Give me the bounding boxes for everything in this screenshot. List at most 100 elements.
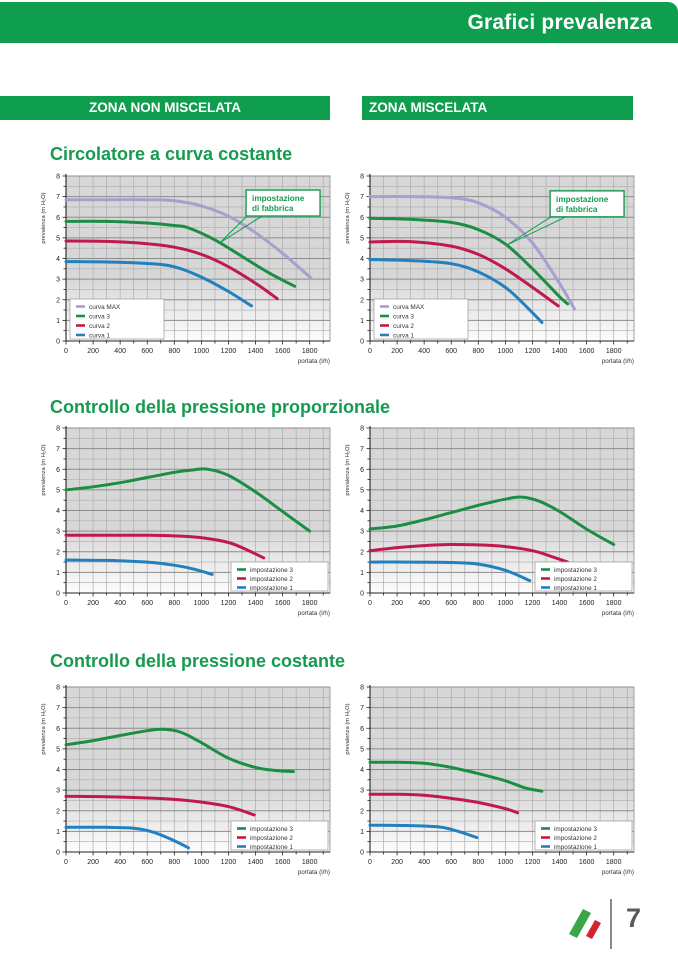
legend-label: curva 2 — [89, 323, 110, 330]
svg-text:1600: 1600 — [275, 348, 291, 355]
svg-text:1200: 1200 — [525, 348, 541, 355]
series-curves — [64, 198, 313, 308]
svg-text:1000: 1000 — [194, 600, 210, 607]
series-impostazione-3 — [64, 727, 295, 774]
page-title: Grafici prevalenza — [467, 11, 652, 34]
svg-text:8: 8 — [56, 174, 60, 181]
legend-label: impostazione 3 — [554, 826, 597, 833]
series-curva-1 — [368, 258, 544, 324]
svg-text:400: 400 — [114, 859, 126, 866]
chart-pressione-proporzionale-miscelata: 0 200 400 600 800 1000 1200 1400 1600 1800 0 1 2 3 4 5 6… — [342, 418, 644, 624]
legend-label: impostazione 3 — [250, 567, 293, 574]
legend: impostazione 3 impostazione 2 impostazione… — [230, 561, 329, 592]
svg-text:200: 200 — [87, 600, 99, 607]
svg-text:0: 0 — [360, 591, 364, 598]
svg-text:5: 5 — [56, 746, 60, 753]
series-curves — [64, 467, 312, 576]
svg-text:4: 4 — [360, 767, 364, 774]
svg-text:1400: 1400 — [248, 348, 264, 355]
series-curva-max — [368, 195, 576, 311]
svg-text:800: 800 — [168, 348, 180, 355]
svg-text:1: 1 — [360, 829, 364, 836]
svg-text:0: 0 — [64, 348, 68, 355]
svg-text:2: 2 — [56, 808, 60, 815]
series-impostazione-2 — [368, 792, 520, 815]
series-impostazione-3 — [368, 495, 616, 546]
series-impostazione-1 — [368, 823, 479, 840]
axes: 0 200 400 600 800 1000 1200 1400 1600 1800 0 1 2 3 4 5 6… — [56, 174, 330, 355]
svg-text:1400: 1400 — [552, 348, 568, 355]
legend-label: impostazione 1 — [250, 585, 293, 592]
svg-text:1200: 1200 — [221, 859, 237, 866]
chart-pressione-proporzionale-non-miscelata: 0 200 400 600 800 1000 1200 1400 1600 1800 0 1 2 3 4 5 6… — [38, 418, 340, 624]
svg-text:1800: 1800 — [302, 600, 318, 607]
svg-text:6: 6 — [360, 215, 364, 222]
legend: curva MAX curva 3 curva 2 curva 1 — [69, 298, 165, 340]
svg-text:2: 2 — [56, 297, 60, 304]
axes: 0 200 400 600 800 1000 1200 1400 1600 1800 0 1 2 3 4 5 6… — [56, 426, 330, 607]
legend-label: impostazione 2 — [554, 576, 597, 583]
legend: impostazione 3 impostazione 2 impostazione… — [230, 820, 329, 851]
series-curva-2 — [64, 239, 279, 301]
svg-text:3: 3 — [56, 529, 60, 536]
x-axis-label: portata (l/h) — [298, 358, 330, 365]
x-axis-label: portata (l/h) — [298, 869, 330, 876]
svg-text:8: 8 — [360, 426, 364, 433]
svg-text:4: 4 — [56, 256, 60, 263]
svg-text:1000: 1000 — [194, 348, 210, 355]
gridlines — [370, 686, 634, 852]
svg-text:3: 3 — [360, 277, 364, 284]
svg-text:6: 6 — [56, 467, 60, 474]
svg-text:8: 8 — [56, 426, 60, 433]
svg-text:8: 8 — [56, 685, 60, 692]
svg-text:1: 1 — [56, 318, 60, 325]
chart-svg: 0 200 400 600 800 1000 1200 1400 1600 1800 0 1 2 3 4 5 6… — [41, 685, 331, 876]
svg-text:1600: 1600 — [579, 348, 595, 355]
svg-text:0: 0 — [360, 850, 364, 857]
y-axis-label: prevalenza (m H₂O) — [41, 703, 47, 754]
svg-text:600: 600 — [141, 600, 153, 607]
x-axis-label: portata (l/h) — [602, 869, 634, 876]
legend: impostazione 3 impostazione 2 impostazione… — [534, 561, 633, 592]
italian-flag-icon — [569, 909, 601, 939]
svg-text:0: 0 — [56, 339, 60, 346]
svg-text:3: 3 — [56, 277, 60, 284]
svg-text:6: 6 — [56, 726, 60, 733]
svg-text:1400: 1400 — [552, 600, 568, 607]
y-axis-label: prevalenza (m H₂O) — [41, 444, 47, 495]
series-curves — [368, 195, 576, 324]
y-axis-label: prevalenza (m H₂O) — [41, 192, 47, 243]
legend-label: impostazione 1 — [250, 844, 293, 851]
page-footer: 7 — [540, 895, 660, 953]
page-number: 7 — [626, 903, 642, 933]
svg-text:0: 0 — [64, 600, 68, 607]
svg-text:1200: 1200 — [221, 348, 237, 355]
legend-label: impostazione 1 — [554, 585, 597, 592]
svg-text:600: 600 — [445, 600, 457, 607]
svg-text:3: 3 — [56, 788, 60, 795]
legend-label: curva 3 — [89, 313, 110, 320]
svg-text:800: 800 — [472, 348, 484, 355]
svg-text:1000: 1000 — [498, 600, 514, 607]
footer-divider — [610, 899, 612, 949]
svg-text:4: 4 — [56, 767, 60, 774]
svg-text:5: 5 — [360, 235, 364, 242]
series-curva-1 — [64, 260, 253, 308]
series-impostazione-3 — [64, 467, 312, 533]
svg-text:8: 8 — [360, 174, 364, 181]
series-impostazione-3 — [368, 760, 544, 793]
svg-text:1200: 1200 — [221, 600, 237, 607]
series-curva-2 — [368, 239, 560, 308]
svg-text:3: 3 — [360, 529, 364, 536]
legend-label: impostazione 1 — [554, 844, 597, 851]
svg-text:7: 7 — [56, 446, 60, 453]
svg-text:400: 400 — [114, 600, 126, 607]
x-axis-label: portata (l/h) — [602, 610, 634, 617]
chart-curva-costante-miscelata: 0 200 400 600 800 1000 1200 1400 1600 1800 0 1 2 3 4 5 6… — [342, 166, 644, 372]
svg-text:impostazione: impostazione — [252, 194, 305, 203]
x-axis-label: portata (l/h) — [602, 358, 634, 365]
legend-label: curva 3 — [393, 313, 414, 320]
legend-label: curva 1 — [89, 332, 110, 339]
legend: curva MAX curva 3 curva 2 curva 1 — [373, 298, 469, 340]
